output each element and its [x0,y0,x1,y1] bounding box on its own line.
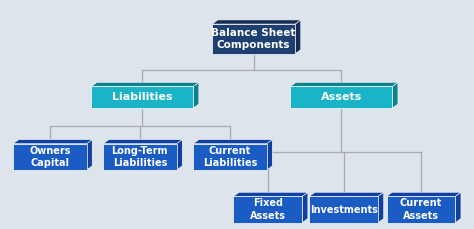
FancyBboxPatch shape [13,144,86,170]
Text: Balance Sheet
Components: Balance Sheet Components [211,28,296,50]
Polygon shape [387,192,461,196]
Text: Assets: Assets [320,92,362,102]
FancyBboxPatch shape [387,196,455,223]
Polygon shape [302,192,308,223]
Polygon shape [193,139,272,144]
Polygon shape [103,139,182,144]
Polygon shape [290,82,398,87]
FancyBboxPatch shape [193,144,266,170]
Polygon shape [212,20,301,24]
Text: Current
Assets: Current Assets [400,198,442,221]
Polygon shape [378,192,383,223]
Polygon shape [233,192,308,196]
Text: Owners
Capital: Owners Capital [29,146,71,168]
Polygon shape [91,82,199,87]
Polygon shape [13,139,92,144]
FancyBboxPatch shape [212,24,295,54]
Polygon shape [309,192,383,196]
Text: Current
Liabilities: Current Liabilities [203,146,257,168]
FancyBboxPatch shape [290,87,392,108]
Polygon shape [176,139,182,170]
Polygon shape [193,82,199,108]
Polygon shape [86,139,92,170]
Polygon shape [295,20,301,54]
Polygon shape [455,192,461,223]
Text: Long-Term
Liabilities: Long-Term Liabilities [111,146,168,168]
Text: Liabilities: Liabilities [112,92,173,102]
FancyBboxPatch shape [103,144,176,170]
FancyBboxPatch shape [91,87,193,108]
Polygon shape [266,139,272,170]
FancyBboxPatch shape [309,196,378,223]
Text: Fixed
Assets: Fixed Assets [250,198,286,221]
Polygon shape [392,82,398,108]
FancyBboxPatch shape [233,196,302,223]
Text: Investments: Investments [310,204,378,215]
